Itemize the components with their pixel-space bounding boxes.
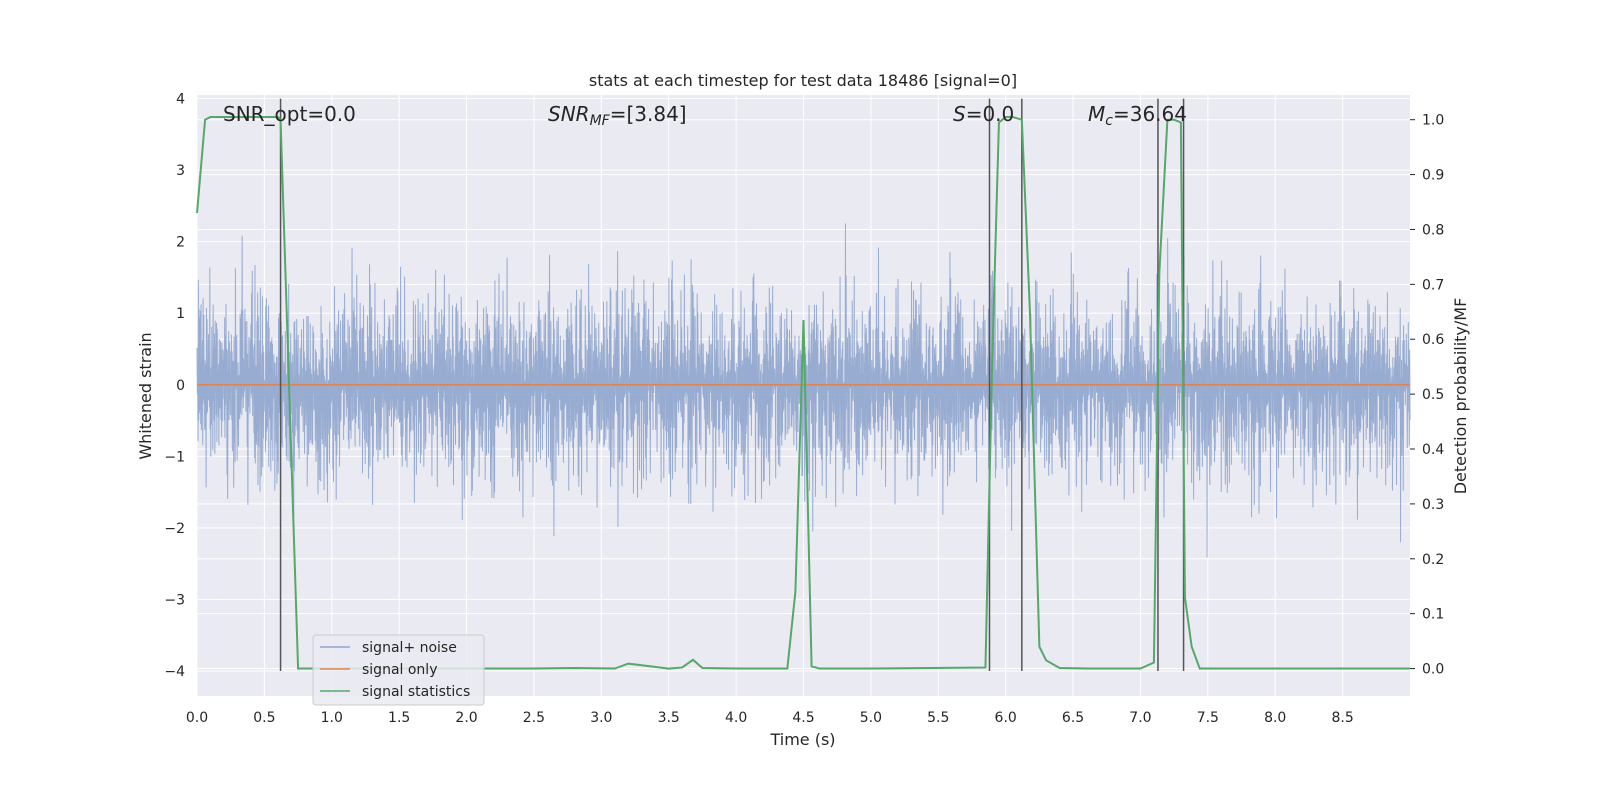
annotation-s-value: =0.0	[966, 102, 1015, 126]
y-tick-label: 4	[176, 92, 185, 108]
y-right-tick-label: 0.8	[1422, 222, 1444, 238]
x-tick-label: 2.5	[523, 710, 545, 726]
statistics-line	[196, 115, 1410, 670]
x-tick-label: 3.0	[590, 710, 612, 726]
x-tick-label: 1.0	[321, 710, 343, 726]
chart-title: stats at each timestep for test data 184…	[589, 71, 1017, 90]
x-tick-label: 6.0	[995, 710, 1017, 726]
x-tick-label: 6.5	[1062, 710, 1084, 726]
annotation-snr-mf: SNRMF=[3.84]	[548, 102, 687, 129]
x-tick-label: 0.5	[253, 710, 275, 726]
y-tick-label: −2	[164, 521, 185, 537]
annotation-mc-sub: c	[1105, 113, 1113, 129]
plot-area	[196, 95, 1411, 696]
annotation-snr-mf-value: =[3.84]	[610, 102, 687, 126]
legend-label-noise: signal+ noise	[362, 640, 457, 656]
y-right-tick-label: 0.0	[1422, 662, 1444, 678]
y-tick-label: −4	[164, 664, 185, 680]
legend-label-signal-only: signal only	[362, 662, 437, 678]
legend: signal+ noise signal only signal statist…	[312, 634, 485, 706]
x-tick-label: 3.5	[658, 710, 680, 726]
x-tick-label: 1.5	[388, 710, 410, 726]
x-axis-label: Time (s)	[769, 730, 835, 749]
y-tick-label: 2	[176, 235, 185, 251]
annotation-s-main: S	[953, 102, 966, 126]
statistics-series	[196, 115, 1410, 670]
x-tick-label: 5.0	[860, 710, 882, 726]
y-right-tick-label: 0.6	[1422, 332, 1444, 348]
x-tick-label: 5.5	[927, 710, 949, 726]
y-right-axis-ticks: 1.0 0.9 0.8 0.7 0.6 0.5 0.4 0.3 0.2 0.1 0.0	[1410, 113, 1444, 678]
y-tick-label: 3	[176, 163, 185, 179]
annotation-mc-value: =36.64	[1113, 102, 1187, 126]
annotation-snr-opt: SNR_opt=0.0	[223, 102, 356, 126]
y-right-tick-label: 0.1	[1422, 607, 1444, 623]
noise-line	[196, 223, 1411, 558]
y-tick-label: 0	[176, 378, 185, 394]
x-tick-label: 2.0	[455, 710, 477, 726]
y-right-tick-label: 0.9	[1422, 168, 1444, 184]
y-right-tick-label: 1.0	[1422, 113, 1444, 129]
y-axis-ticks: 4 3 2 1 0 −1 −2 −3 −4	[164, 92, 185, 680]
y-right-tick-label: 0.5	[1422, 387, 1444, 403]
y-right-tick-label: 0.4	[1422, 442, 1444, 458]
y-right-tick-label: 0.7	[1422, 277, 1444, 293]
annotation-s: S=0.0	[953, 102, 1014, 126]
noise-series	[196, 223, 1411, 558]
y-tick-label: −3	[164, 592, 185, 608]
legend-box	[312, 634, 485, 706]
y-right-axis-label: Detection probability/MF	[1451, 298, 1470, 495]
y-axis-label: Whitened strain	[136, 332, 155, 459]
x-tick-label: 4.0	[725, 710, 747, 726]
x-tick-label: 4.5	[792, 710, 814, 726]
y-tick-label: 1	[176, 306, 185, 322]
x-tick-label: 8.5	[1331, 710, 1353, 726]
y-right-tick-label: 0.3	[1422, 497, 1444, 513]
legend-label-statistics: signal statistics	[362, 684, 470, 700]
x-tick-label: 7.5	[1197, 710, 1219, 726]
x-tick-label: 0.0	[186, 710, 208, 726]
x-tick-label: 8.0	[1264, 710, 1286, 726]
annotation-snr-mf-main: SNR	[548, 102, 590, 126]
y-tick-label: −1	[164, 449, 185, 465]
annotation-mc: Mc=36.64	[1088, 102, 1187, 129]
y-right-tick-label: 0.2	[1422, 552, 1444, 568]
x-axis-ticks: 0.0 0.5 1.0 1.5 2.0 2.5 3.0 3.5 4.0 4.5 5.0 5.5 6.0 6…	[186, 710, 1354, 726]
annotation-snr-mf-sub: MF	[590, 113, 611, 129]
x-tick-label: 7.0	[1129, 710, 1151, 726]
annotation-mc-main: M	[1088, 102, 1105, 126]
